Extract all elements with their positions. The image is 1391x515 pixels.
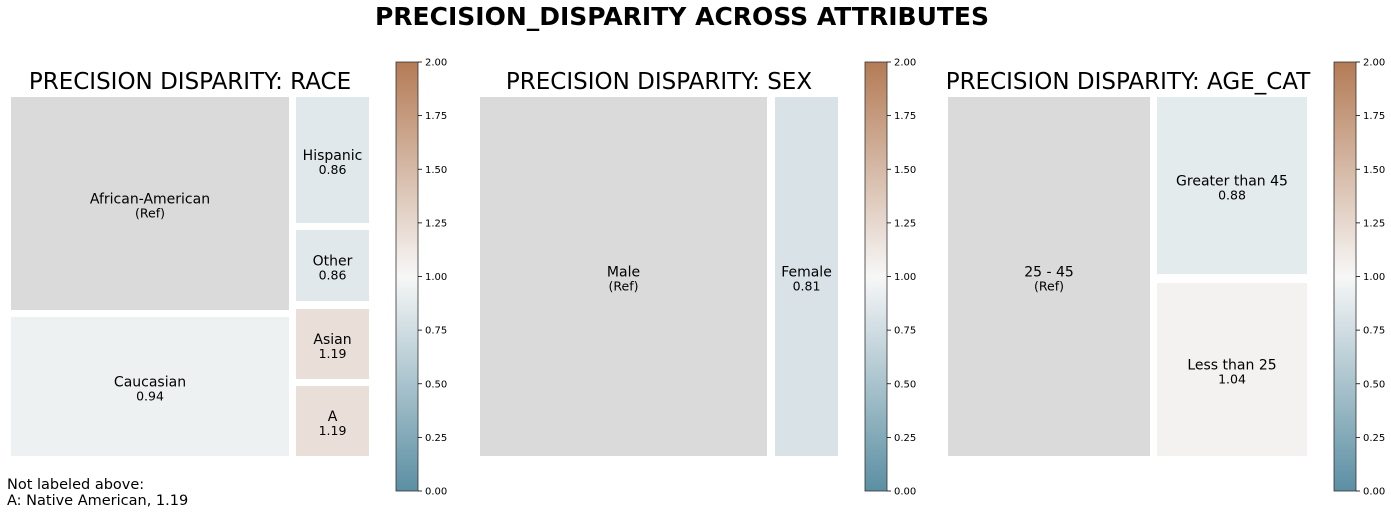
colorbar-tick-label: 1.25 xyxy=(425,218,447,229)
tile-value: 1.04 xyxy=(1218,372,1246,387)
tile-label: Caucasian xyxy=(114,375,186,391)
tile-label: Greater than 45 xyxy=(1176,174,1288,190)
tile-label: Less than 25 xyxy=(1187,358,1276,374)
tile-label: 25 - 45 xyxy=(1024,265,1074,281)
colorbar-tick-label: 1.00 xyxy=(425,272,447,283)
tile-value: 0.81 xyxy=(793,279,821,294)
tile-label: African-American xyxy=(90,192,210,208)
tile-rect xyxy=(775,97,838,456)
colorbar-tick-label: 1.25 xyxy=(1363,218,1385,229)
tile-greater-than-45: Greater than 450.88 xyxy=(1157,97,1307,274)
tile-25-45: 25 - 45(Ref) xyxy=(948,97,1150,456)
colorbar-tick-label: 2.00 xyxy=(425,58,447,69)
panel-age-cat: PRECISION DISPARITY: AGE_CAT 25 - 45(Ref… xyxy=(946,69,1312,456)
tile-value: 0.86 xyxy=(319,162,347,177)
colorbar-tick-label: 0.75 xyxy=(894,326,916,337)
tile-rect xyxy=(296,97,369,223)
tile-label: Male xyxy=(607,265,640,281)
colorbar-tick-label: 2.00 xyxy=(894,58,916,69)
colorbar-tick-label: 1.00 xyxy=(894,272,916,283)
note-line-1: Not labeled above: xyxy=(7,477,144,493)
tile-value: 1.19 xyxy=(319,423,347,438)
colorbar-tick-label: 1.50 xyxy=(425,165,447,176)
panel-title-race: PRECISION DISPARITY: RACE xyxy=(29,69,351,95)
colorbar-tick-label: 1.00 xyxy=(1363,272,1385,283)
tile-less-than-25: Less than 251.04 xyxy=(1157,283,1307,456)
tile-value: 0.86 xyxy=(319,268,347,283)
tile-value: 0.94 xyxy=(136,389,164,404)
tile-value: (Ref) xyxy=(609,279,639,294)
tile-value: 0.88 xyxy=(1218,188,1246,203)
note-line-2: A: Native American, 1.19 xyxy=(7,493,188,509)
colorbar-tick-label: 1.25 xyxy=(894,218,916,229)
colorbar-tick-label: 1.75 xyxy=(894,111,916,122)
colorbar-race: 0.00 0.25 0.50 0.75 1.00 1.25 1.50 1.75 2.00 xyxy=(395,58,447,498)
tile-rect xyxy=(11,317,289,456)
tile-label: Asian xyxy=(313,332,351,348)
colorbar-gradient xyxy=(1333,61,1357,492)
colorbar-tick-label: 0.75 xyxy=(1363,326,1385,337)
tile-label: Female xyxy=(781,265,832,281)
tile-rect xyxy=(296,309,369,379)
tiles-race: African-American(Ref)Caucasian0.94Hispan… xyxy=(11,97,369,456)
tile-male: Male(Ref) xyxy=(480,97,767,456)
colorbar-tick-label: 0.25 xyxy=(425,433,447,444)
panel-race: PRECISION DISPARITY: RACE African-Americ… xyxy=(7,69,369,509)
tile-label: Hispanic xyxy=(303,148,363,164)
tile-rect xyxy=(480,97,767,456)
colorbar-gradient xyxy=(864,61,888,492)
colorbar-tick-label: 0.25 xyxy=(894,433,916,444)
colorbar-tick-label: 0.50 xyxy=(894,379,916,390)
tile-a: A1.19 xyxy=(296,386,369,456)
colorbar-tick-label: 1.75 xyxy=(425,111,447,122)
tile-value: (Ref) xyxy=(135,206,165,221)
colorbar-age-cat: 0.00 0.25 0.50 0.75 1.00 1.25 1.50 1.75 2.00 xyxy=(1333,58,1385,498)
tile-rect xyxy=(1157,97,1307,274)
colorbar-tick-label: 2.00 xyxy=(1363,58,1385,69)
panel-title-age-cat: PRECISION DISPARITY: AGE_CAT xyxy=(946,69,1312,95)
colorbar-gradient xyxy=(395,61,419,492)
tile-rect xyxy=(948,97,1150,456)
panel-title-sex: PRECISION DISPARITY: SEX xyxy=(506,69,812,95)
colorbar-tick-label: 0.50 xyxy=(425,379,447,390)
tile-rect xyxy=(1157,283,1307,456)
colorbar-tick-label: 1.75 xyxy=(1363,111,1385,122)
tile-value: (Ref) xyxy=(1034,279,1064,294)
colorbar-tick-label: 0.00 xyxy=(1363,487,1385,498)
panel-sex: PRECISION DISPARITY: SEX Male(Ref)Female… xyxy=(480,69,838,456)
figure-title: PRECISION_DISPARITY ACROSS ATTRIBUTES xyxy=(375,2,989,31)
colorbar-tick-label: 1.50 xyxy=(1363,165,1385,176)
tile-value: 1.19 xyxy=(319,346,347,361)
tile-label: A xyxy=(328,409,338,425)
colorbar-tick-label: 1.50 xyxy=(894,165,916,176)
colorbar-tick-label: 0.50 xyxy=(1363,379,1385,390)
tile-rect xyxy=(296,230,369,301)
tile-rect xyxy=(296,386,369,456)
colorbar-sex: 0.00 0.25 0.50 0.75 1.00 1.25 1.50 1.75 2.00 xyxy=(864,58,916,498)
colorbar-tick-label: 0.00 xyxy=(894,487,916,498)
tile-label: Other xyxy=(313,254,353,270)
tile-african-american: African-American(Ref) xyxy=(11,97,289,310)
tile-rect xyxy=(11,97,289,310)
colorbar-tick-label: 0.25 xyxy=(1363,433,1385,444)
colorbar-tick-label: 0.00 xyxy=(425,487,447,498)
colorbar-tick-label: 0.75 xyxy=(425,326,447,337)
